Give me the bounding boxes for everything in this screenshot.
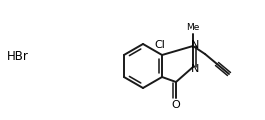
Text: O: O: [172, 100, 180, 110]
Text: Cl: Cl: [154, 40, 165, 50]
Text: Me: Me: [186, 24, 200, 33]
Text: N: N: [191, 64, 199, 74]
Text: N: N: [191, 40, 199, 50]
Text: HBr: HBr: [7, 51, 29, 63]
